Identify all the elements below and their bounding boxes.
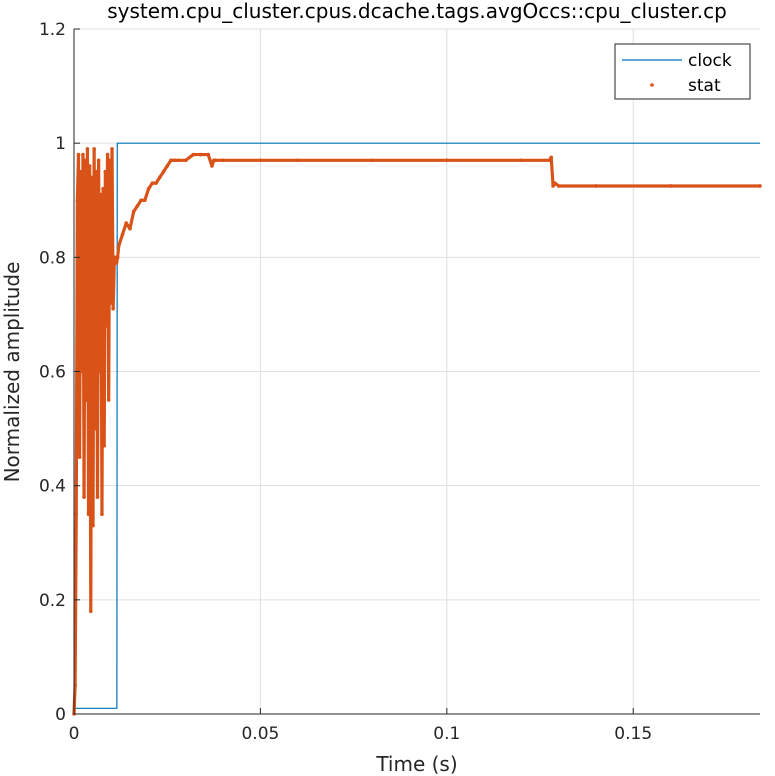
y-tick-label: 0.6	[39, 363, 66, 383]
legend-stat-swatch	[650, 83, 654, 87]
x-tick-label: 0.15	[614, 724, 652, 744]
data-point	[176, 158, 181, 163]
data-point	[120, 232, 125, 237]
y-tick-label: 0	[55, 705, 66, 725]
data-point	[106, 398, 111, 402]
x-axis-title: Time (s)	[375, 752, 457, 776]
data-point	[115, 255, 120, 260]
y-tick-label: 1	[55, 134, 66, 154]
data-point	[258, 158, 263, 163]
data-point	[88, 609, 93, 614]
data-point	[519, 158, 524, 163]
data-point	[135, 204, 140, 208]
data-point	[184, 158, 188, 163]
data-point	[104, 324, 109, 328]
data-point	[139, 198, 143, 203]
data-point	[80, 369, 84, 374]
data-point	[83, 158, 87, 163]
data-point	[116, 244, 121, 248]
data-point	[93, 426, 98, 431]
x-tick-label: 0	[69, 724, 80, 744]
data-point	[74, 512, 79, 517]
data-point	[96, 158, 101, 163]
data-point	[128, 226, 132, 231]
data-point	[101, 187, 105, 191]
data-point	[84, 398, 89, 402]
data-point	[198, 152, 203, 157]
data-point	[102, 443, 106, 448]
data-point	[100, 512, 104, 517]
data-point	[111, 306, 115, 311]
axes	[73, 28, 760, 715]
data-point	[76, 152, 81, 157]
data-point	[549, 155, 554, 160]
data-point	[97, 369, 102, 374]
data-point	[91, 523, 95, 528]
data-point	[85, 147, 90, 151]
data-point	[445, 158, 449, 163]
data-point	[109, 301, 113, 305]
data-point	[99, 192, 103, 197]
data-point	[191, 152, 196, 157]
x-tick-label: 0.1	[433, 724, 460, 744]
data-point	[94, 169, 99, 174]
data-point	[594, 184, 598, 188]
x-tick-labels: 0 0.05 0.1 0.15	[69, 724, 653, 744]
data-point	[103, 169, 108, 174]
series-stat	[72, 147, 762, 716]
data-point	[206, 152, 211, 157]
data-point	[154, 181, 158, 185]
series-trace-stat	[72, 147, 760, 715]
legend-stat-label: stat	[688, 76, 721, 96]
data-point	[668, 184, 673, 188]
legend-clock-label: clock	[688, 51, 732, 71]
data-point	[95, 495, 100, 499]
data-point	[295, 158, 300, 163]
data-point	[87, 164, 92, 168]
data-point	[370, 158, 375, 163]
data-point	[150, 181, 155, 185]
data-point	[82, 495, 86, 499]
data-point	[210, 164, 214, 168]
data-point	[547, 158, 552, 163]
data-point	[551, 184, 555, 188]
data-point	[124, 221, 128, 225]
legend: clock stat	[614, 43, 751, 100]
series-layer	[72, 142, 762, 716]
data-point	[92, 147, 96, 151]
data-point	[146, 187, 151, 191]
data-point	[131, 209, 136, 214]
data-point	[143, 198, 147, 203]
y-tick-label: 0.8	[39, 248, 66, 268]
data-point	[90, 175, 94, 180]
data-point	[213, 158, 218, 163]
data-point	[75, 198, 80, 203]
data-point	[169, 158, 173, 163]
data-point	[110, 147, 114, 151]
legend-box	[614, 43, 751, 100]
data-point	[114, 261, 119, 265]
data-point	[157, 175, 162, 180]
data-point	[86, 512, 91, 517]
data-point	[758, 184, 762, 188]
data-point	[107, 158, 112, 163]
x-tick-label: 0.05	[241, 724, 279, 744]
y-tick-label: 1.2	[39, 20, 66, 40]
y-axis-title: Normalized amplitude	[0, 262, 24, 483]
data-point	[553, 181, 557, 185]
data-point	[221, 158, 225, 163]
data-point	[81, 152, 85, 157]
data-point	[78, 169, 83, 174]
data-point	[77, 455, 82, 459]
data-point	[165, 164, 170, 168]
y-tick-label: 0.2	[39, 591, 66, 611]
data-point	[172, 158, 177, 163]
data-point	[105, 152, 110, 157]
data-point	[556, 184, 561, 188]
chart-title: system.cpu_cluster.cpus.dcache.tags.avgO…	[107, 0, 727, 23]
y-tick-label: 0.4	[39, 477, 66, 497]
data-point	[161, 169, 166, 174]
y-tick-labels: 0 0.2 0.4 0.6 0.8 1 1.2	[39, 20, 66, 725]
